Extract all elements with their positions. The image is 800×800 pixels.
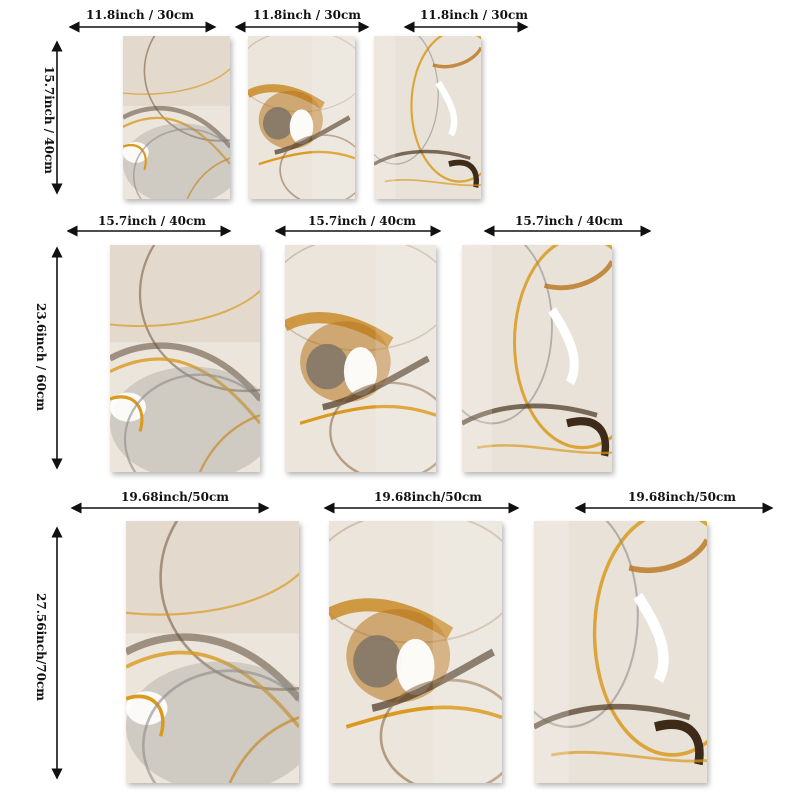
center-panel-art	[285, 245, 436, 472]
height-label: 15.7inch / 40cm	[41, 66, 56, 174]
wall-art-panel-left	[123, 36, 230, 199]
width-label: 15.7inch / 40cm	[98, 214, 206, 228]
wall-art-panel-center	[248, 36, 355, 199]
right-panel-art	[374, 36, 481, 199]
right-panel-art	[462, 245, 612, 472]
wall-art-panel-center	[329, 521, 502, 783]
left-panel-art	[110, 245, 260, 472]
left-panel-art	[123, 36, 230, 199]
width-label: 15.7inch / 40cm	[515, 214, 623, 228]
width-label: 11.8inch / 30cm	[253, 8, 361, 22]
center-panel-art	[329, 521, 502, 783]
wall-art-panel-center	[285, 245, 436, 472]
width-label: 15.7inch / 40cm	[308, 214, 416, 228]
width-label: 19.68inch/50cm	[374, 490, 482, 504]
wall-art-panel-right	[374, 36, 481, 199]
width-label: 19.68inch/50cm	[628, 490, 736, 504]
wall-art-panel-left	[126, 521, 299, 783]
left-panel-art	[126, 521, 299, 783]
width-label: 11.8inch / 30cm	[86, 8, 194, 22]
width-label: 19.68inch/50cm	[121, 490, 229, 504]
center-panel-art	[248, 36, 355, 199]
height-label: 23.6inch / 60cm	[33, 303, 48, 411]
right-panel-art	[534, 521, 707, 783]
height-label: 27.56inch/70cm	[33, 593, 48, 701]
width-label: 11.8inch / 30cm	[420, 8, 528, 22]
wall-art-panel-right	[534, 521, 707, 783]
wall-art-panel-right	[462, 245, 612, 472]
wall-art-panel-left	[110, 245, 260, 472]
